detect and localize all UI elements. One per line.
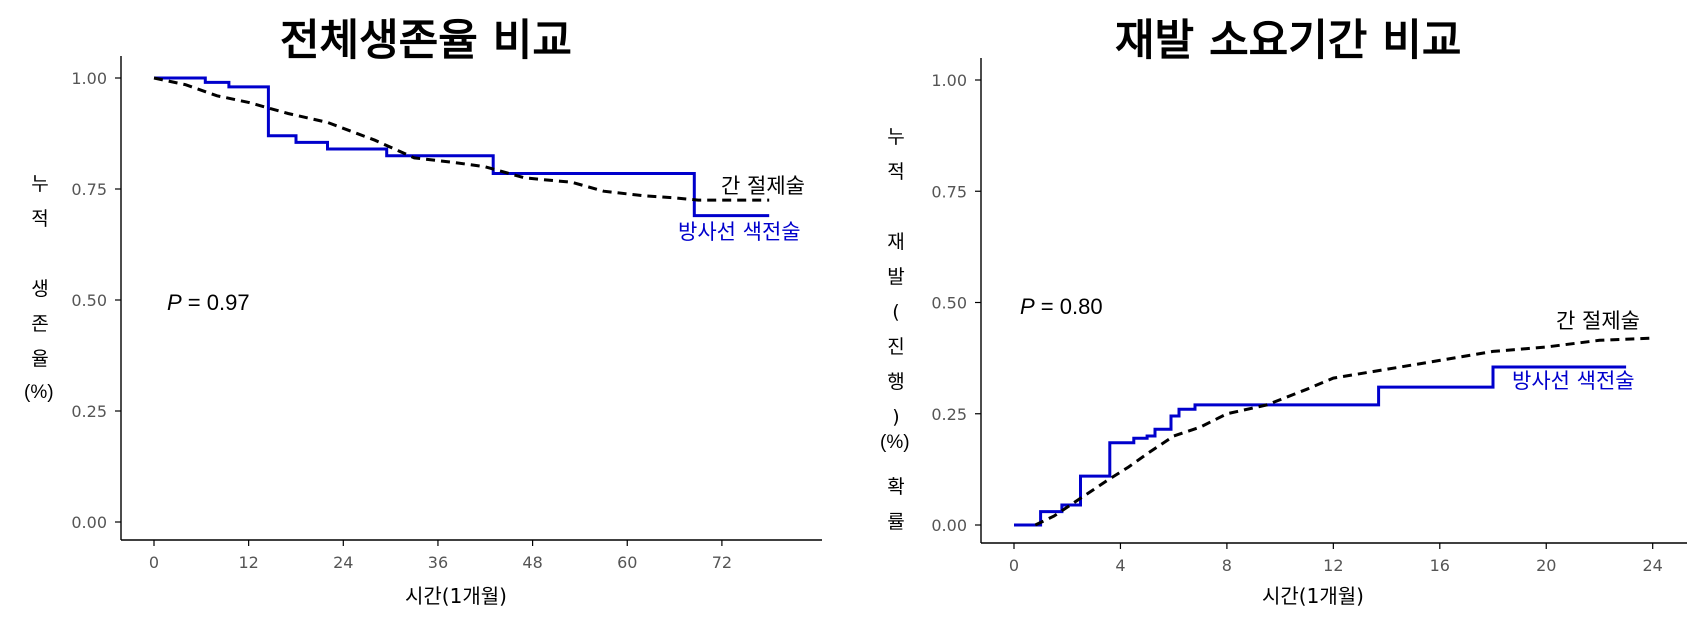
y-axis-unit: (%)	[24, 382, 54, 403]
p-value-annotation: P = 0.80	[1020, 294, 1103, 320]
chart-title: 재발 소요기간 비교	[1115, 16, 1462, 66]
p-value: = 0.80	[1034, 294, 1103, 319]
y-axis-label-char: 누	[31, 173, 49, 195]
y-tick-label: 1.00	[71, 69, 107, 88]
recurrence-time-chart: 0.00 0.25 0.50 0.75 1.00 0 4 8 12 16 20 24	[931, 58, 1687, 575]
y-axis-label-char: 발	[887, 266, 905, 288]
series-radioembolization-line	[154, 76, 770, 218]
x-tick-label: 36	[428, 553, 448, 572]
y-tick-label: 0.00	[71, 513, 107, 532]
y-tick-label: 0.75	[71, 180, 107, 199]
legend-radioembolization: 방사선 색전술	[678, 220, 801, 244]
p-symbol: P	[1020, 294, 1035, 319]
legend-resection: 간 절제술	[1556, 309, 1640, 333]
y-axis-label-char: 률	[887, 511, 905, 533]
y-axis-label-char: 누	[887, 126, 905, 148]
y-axis-label-gap	[28, 245, 52, 280]
y-axis-label-char: 행	[887, 371, 905, 393]
overall-survival-panel: 전체생존율 비교 0.00 0.25 0.50 0.75 1.00 0 12 24 36 48 60…	[0, 0, 850, 624]
p-symbol: P	[167, 290, 182, 315]
chart-title: 전체생존율 비교	[280, 16, 572, 66]
x-tick-label: 24	[1643, 556, 1663, 575]
recurrence-time-panel: 재발 소요기간 비교 0.00 0.25 0.50 0.75 1.00 0 4 8 12 16 20…	[850, 0, 1701, 624]
y-axis-label-char: 적	[31, 208, 49, 230]
y-axis-label-char: 율	[31, 348, 49, 370]
y-axis-label-char: )	[892, 406, 900, 428]
series-radioembolization-line	[1014, 365, 1627, 527]
x-tick-label: 4	[1115, 556, 1125, 575]
y-tick-label: 0.00	[931, 516, 967, 535]
y-axis-label-char: 생	[31, 278, 49, 300]
y-tick-label: 0.25	[71, 402, 107, 421]
y-axis-unit: (%)	[880, 432, 910, 453]
legend-resection: 간 절제술	[721, 174, 805, 198]
y-axis-label-char: (	[892, 301, 900, 323]
x-tick-label: 24	[333, 553, 353, 572]
legend-radioembolization: 방사선 색전술	[1512, 369, 1635, 393]
y-axis-label-char: 존	[31, 313, 49, 335]
x-axis-label: 시간(1개월)	[1262, 584, 1364, 608]
y-tick-label: 0.25	[931, 405, 967, 424]
y-axis-label-char: 확	[887, 476, 905, 498]
y-tick-label: 0.50	[931, 294, 967, 313]
x-tick-label: 0	[149, 553, 159, 572]
x-tick-label: 16	[1430, 556, 1450, 575]
x-axis-label: 시간(1개월)	[405, 584, 507, 608]
x-tick-label: 60	[617, 553, 637, 572]
series-resection-line	[1034, 336, 1653, 527]
x-tick-label: 20	[1536, 556, 1556, 575]
y-axis-label-gap	[884, 198, 908, 233]
y-tick-label: 1.00	[931, 71, 967, 90]
x-tick-label: 72	[712, 553, 732, 572]
x-tick-label: 12	[238, 553, 258, 572]
x-tick-label: 0	[1009, 556, 1019, 575]
y-axis-label-char: 진	[887, 336, 905, 358]
y-tick-label: 0.75	[931, 182, 967, 201]
x-tick-label: 48	[522, 553, 542, 572]
overall-survival-chart: 0.00 0.25 0.50 0.75 1.00 0 12 24 36 48 60 72	[71, 56, 822, 572]
series-resection-line	[153, 76, 770, 202]
y-tick-label: 0.50	[71, 291, 107, 310]
x-tick-label: 12	[1323, 556, 1343, 575]
x-tick-label: 8	[1222, 556, 1232, 575]
y-axis-label-char: 적	[887, 161, 905, 183]
p-value: = 0.97	[181, 290, 250, 315]
p-value-annotation: P = 0.97	[167, 290, 250, 316]
y-axis-label-char: 재	[887, 231, 905, 253]
